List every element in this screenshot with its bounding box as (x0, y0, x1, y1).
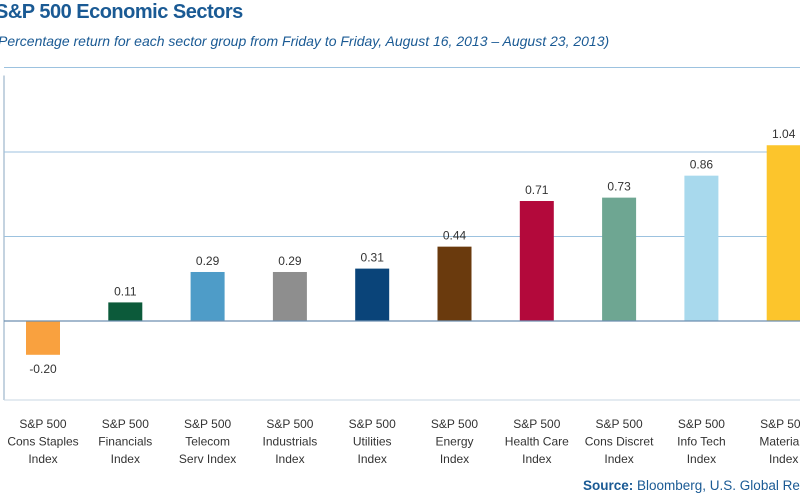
category-label-6-2: Index (522, 452, 551, 466)
category-label-0-2: Index (28, 452, 57, 466)
category-label-7-0: S&P 500 (596, 417, 643, 431)
category-label-2-2: Serv Index (179, 452, 236, 466)
bar-8 (684, 175, 719, 321)
category-label-3-0: S&P 500 (266, 417, 313, 431)
data-label-5: 0.44 (443, 229, 467, 243)
category-label-4-1: Utilities (353, 435, 392, 449)
category-label-9-0: S&P 500 (760, 417, 800, 431)
category-label-3-1: Industrials (263, 435, 318, 449)
source-note: Source: Bloomberg, U.S. Global Research (583, 478, 800, 493)
category-label-5-0: S&P 500 (431, 417, 478, 431)
category-label-8-1: Info Tech (677, 435, 725, 449)
bar-1 (108, 302, 143, 321)
source-text: Bloomberg, U.S. Global Research (637, 478, 800, 493)
category-label-1-1: Financials (98, 435, 152, 449)
category-label-4-2: Index (358, 452, 387, 466)
category-label-5-1: Energy (435, 435, 473, 449)
category-label-8-2: Index (687, 452, 716, 466)
category-label-9-1: Materials (759, 435, 800, 449)
category-label-1-2: Index (111, 452, 140, 466)
category-label-3-2: Index (275, 452, 304, 466)
data-label-0: -0.20 (29, 362, 57, 376)
category-label-5-2: Index (440, 452, 469, 466)
category-label-0-0: S&P 500 (19, 417, 66, 431)
bar-0 (26, 321, 60, 355)
data-label-2: 0.29 (196, 254, 220, 268)
data-label-9: 1.04 (772, 127, 796, 141)
category-label-9-2: Index (769, 452, 798, 466)
category-label-0-1: Cons Staples (7, 435, 78, 449)
bar-9 (766, 145, 800, 321)
category-label-4-0: S&P 500 (349, 417, 396, 431)
bar-2 (190, 271, 225, 321)
bar-4 (355, 268, 390, 321)
category-label-7-2: Index (604, 452, 633, 466)
bar-6 (519, 201, 554, 321)
category-label-2-1: Telecom (185, 435, 230, 449)
data-label-7: 0.73 (607, 180, 631, 194)
bar-5 (437, 246, 472, 321)
data-label-4: 0.31 (361, 251, 385, 265)
category-label-8-0: S&P 500 (678, 417, 725, 431)
data-label-3: 0.29 (278, 254, 302, 268)
category-label-2-0: S&P 500 (184, 417, 231, 431)
category-label-6-0: S&P 500 (513, 417, 560, 431)
chart-title: S&P 500 Economic Sectors (0, 1, 243, 23)
bar-7 (602, 197, 637, 321)
category-label-7-1: Cons Discret (585, 435, 654, 449)
bar-3 (272, 271, 307, 321)
chart-subtitle: Percentage return for each sector group … (0, 33, 610, 49)
category-label-6-1: Health Care (505, 435, 569, 449)
source-label: Source: (583, 478, 634, 493)
data-label-1: 0.11 (114, 284, 137, 298)
category-label-1-0: S&P 500 (102, 417, 149, 431)
data-label-8: 0.86 (690, 158, 714, 172)
data-label-6: 0.71 (525, 183, 549, 197)
